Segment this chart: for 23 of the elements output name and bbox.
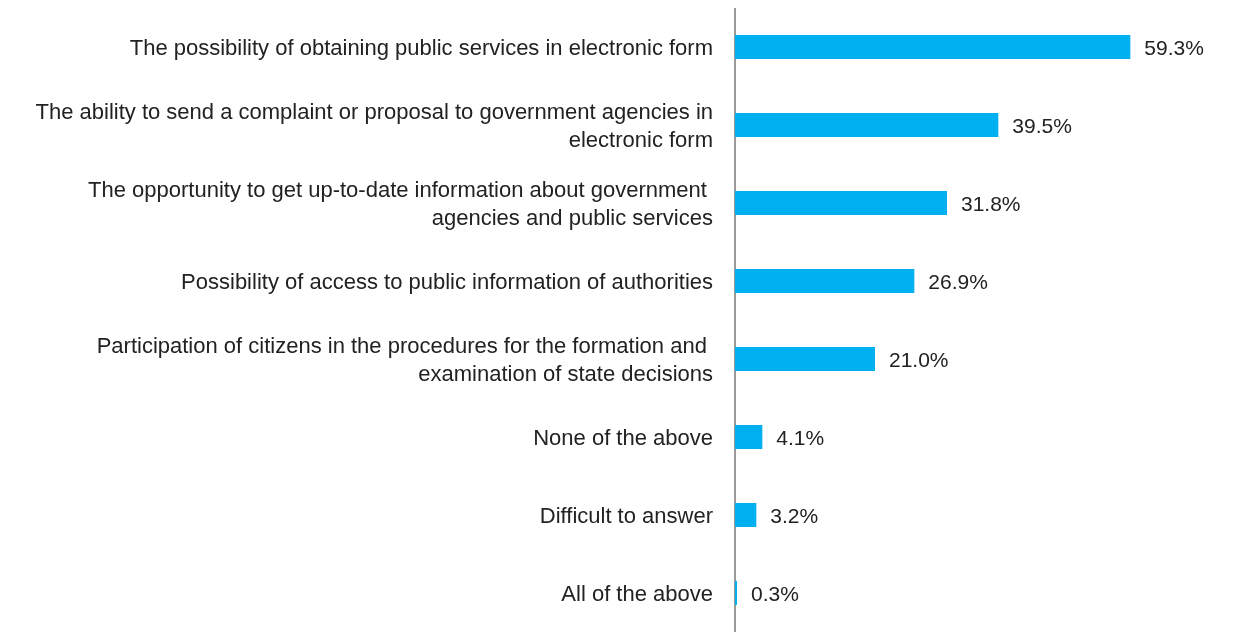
bar bbox=[735, 35, 1131, 59]
data-label: 0.3% bbox=[751, 581, 799, 605]
y-tick-label: The ability to send a complaint or proposal to government agencies in electronic form bbox=[35, 98, 713, 152]
y-tick-label: None of the above bbox=[533, 424, 713, 450]
data-label: 3.2% bbox=[770, 503, 819, 527]
y-tick-label: Difficult to answer bbox=[539, 502, 713, 528]
bar bbox=[735, 269, 915, 293]
y-tick-label: All of the above bbox=[561, 580, 713, 606]
bar bbox=[735, 425, 763, 449]
data-label: 4.1% bbox=[776, 425, 825, 449]
bar bbox=[735, 347, 875, 371]
bar bbox=[735, 113, 999, 137]
y-tick-label: Possibility of access to public information of authorities bbox=[181, 268, 713, 294]
y-tick-label: Participation of citizens in the procedures for the formation and examination of state decisions bbox=[96, 332, 713, 386]
bar bbox=[735, 503, 757, 527]
data-label: 31.8% bbox=[961, 191, 1021, 215]
bar bbox=[735, 191, 947, 215]
y-tick-label: The possibility of obtaining public services in electronic form bbox=[129, 34, 713, 60]
data-label: 21.0% bbox=[889, 347, 949, 371]
data-label: 26.9% bbox=[928, 269, 988, 293]
data-label: 39.5% bbox=[1012, 113, 1072, 137]
y-tick-label: The opportunity to get up-to-date information about government agencies and public services bbox=[88, 176, 713, 230]
data-label: 59.3% bbox=[1144, 35, 1204, 59]
